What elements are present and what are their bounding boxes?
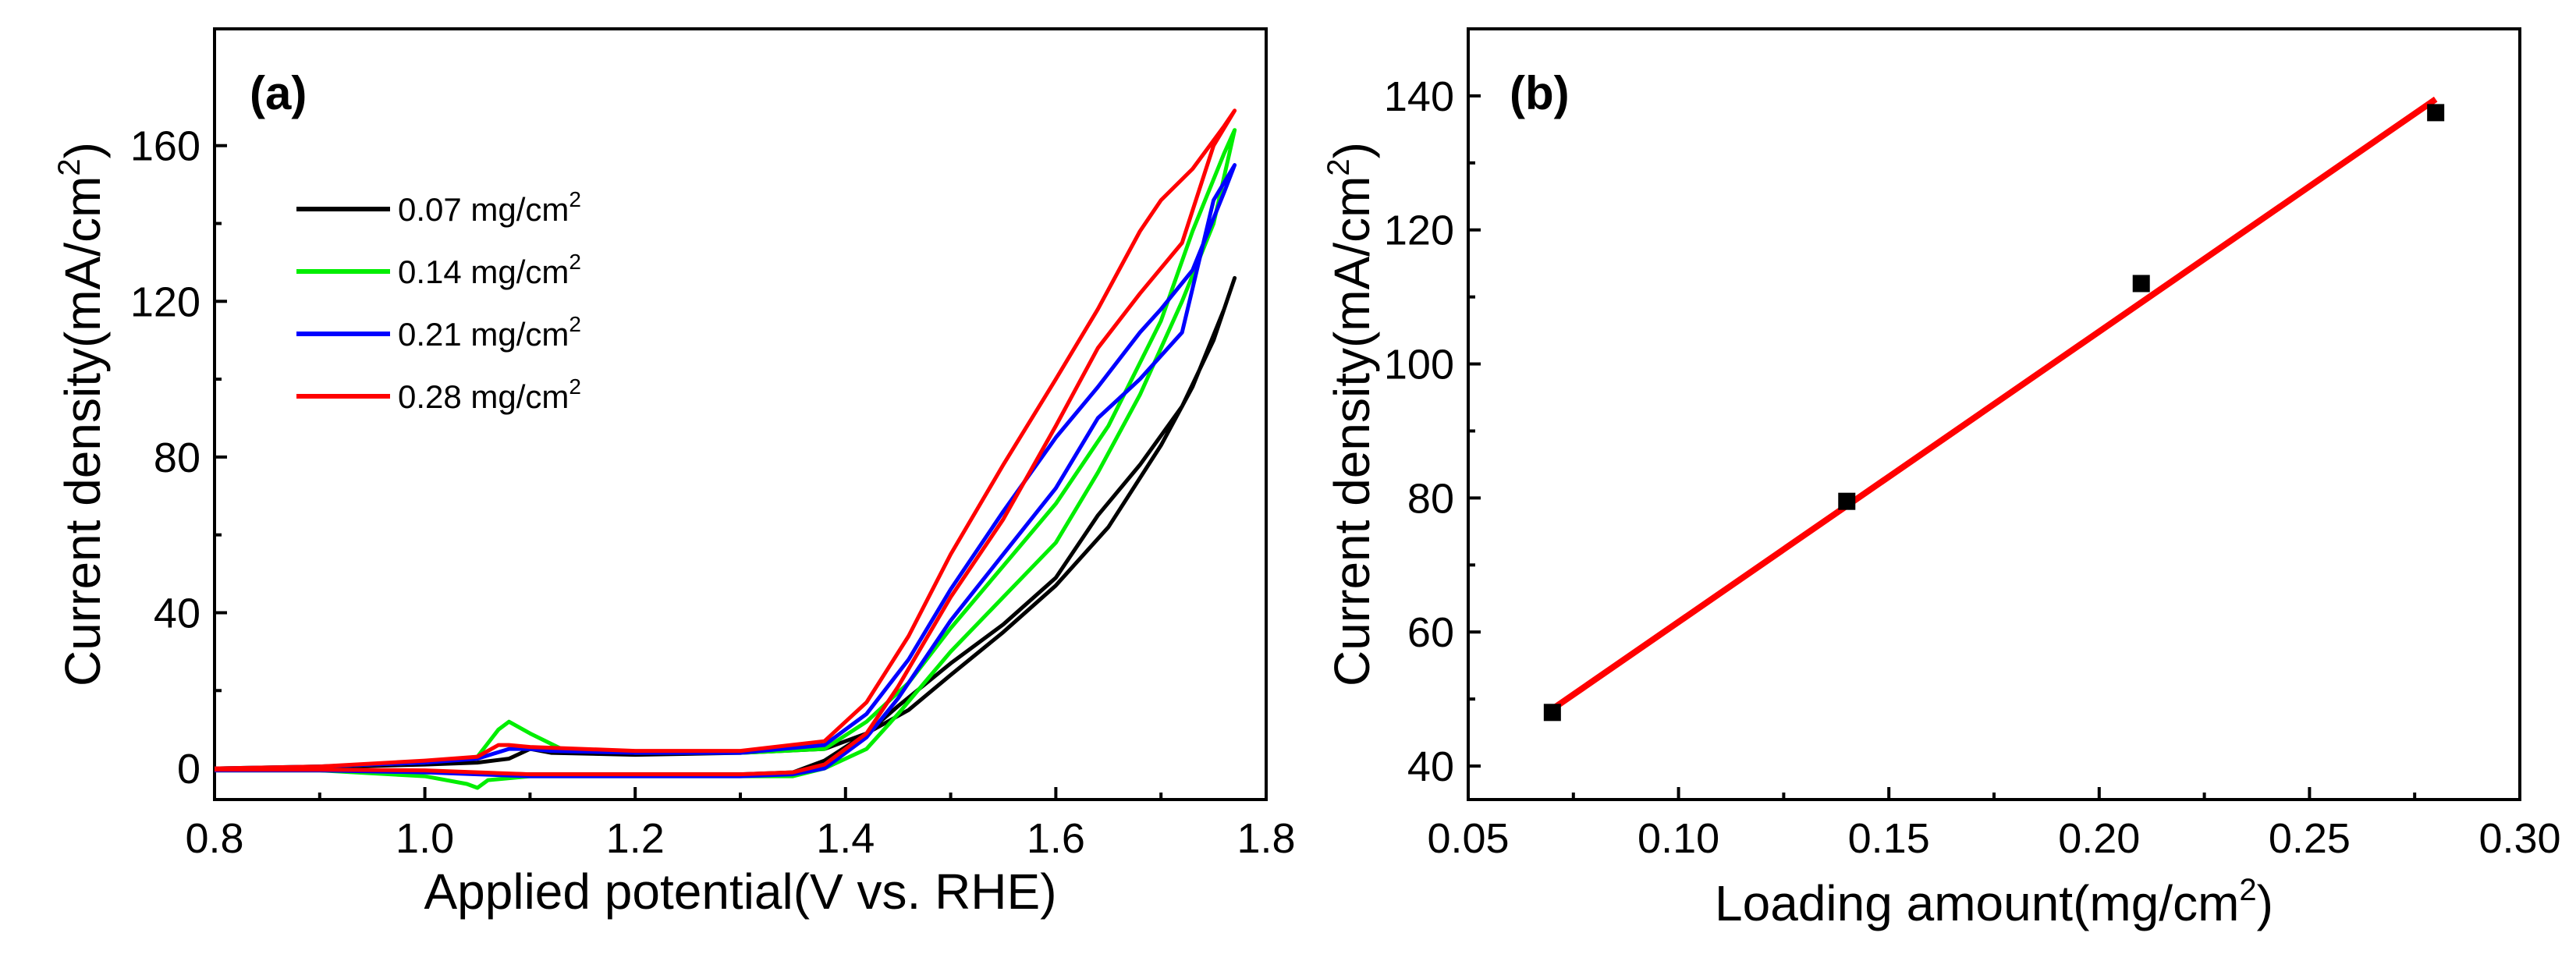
panel-a-label: (a)	[250, 67, 307, 119]
panel-a-y-ticks: 0 40 80 120 160	[130, 123, 227, 793]
panel-a-series-line-2	[214, 163, 1237, 778]
panel-a-series-line-1	[214, 128, 1237, 790]
scatter-point	[1838, 492, 1856, 510]
legend-entry-sup: 2	[569, 374, 581, 399]
panel-b-y-tick-label: 140	[1384, 73, 1454, 120]
panel-a-y-tick-label: 40	[154, 590, 200, 637]
panel-b-y-axis-label: Current density(mA/cm2)	[1322, 142, 1380, 686]
panel-b-label: (b)	[1510, 67, 1570, 119]
scatter-point	[1543, 704, 1561, 722]
panel-a-y-tick-label: 160	[130, 123, 200, 170]
legend-entry: 0.28 mg/cm2	[398, 374, 581, 415]
panel-b-x-tick-label: 0.25	[2269, 815, 2351, 862]
panel-b-plot-frame	[1467, 27, 2521, 801]
panel-a-series-group	[214, 108, 1237, 790]
panel-a-x-axis-label: Applied potential(V vs. RHE)	[424, 864, 1056, 920]
scatter-point	[2427, 104, 2445, 122]
fit-line	[1550, 96, 2438, 712]
legend-entry-sup: 2	[569, 312, 581, 336]
panel-b-y-tick-label: 60	[1407, 609, 1454, 656]
panel-b-marks-group	[1543, 96, 2445, 722]
panel-b-y-tick-label: 40	[1407, 743, 1454, 790]
panel-b-y-tick-label: 120	[1384, 207, 1454, 254]
panel-b-current-vs-loading: 0.05 0.10 0.15 0.20 0.25 0.30 40 60 80 100 120 140…	[1322, 27, 2561, 931]
panel-a-x-tick-label: 1.2	[606, 815, 665, 862]
panel-b-x-label-close: )	[2257, 875, 2273, 931]
panel-a-y-label-close: )	[55, 142, 111, 158]
panel-b-x-axis-label: Loading amount(mg/cm2)	[1715, 873, 2273, 931]
panel-b-x-tick-label: 0.10	[1637, 815, 1719, 862]
legend-entry: 0.21 mg/cm2	[398, 312, 581, 353]
panel-b-y-label-sup: 2	[1322, 158, 1356, 176]
legend-entry-text: 0.28 mg/cm	[398, 378, 569, 415]
panel-a-x-tick-label: 1.6	[1027, 815, 1085, 862]
panel-b-x-ticks: 0.05 0.10 0.15 0.20 0.25 0.30	[1427, 787, 2561, 862]
panel-a-y-tick-label: 80	[154, 434, 200, 481]
panel-b-x-tick-label: 0.05	[1427, 815, 1509, 862]
panel-b-y-label-close: )	[1324, 142, 1380, 158]
panel-a-series-line-3	[214, 108, 1237, 777]
panel-a-y-axis-label: Current density(mA/cm2)	[52, 142, 111, 686]
panel-b-x-tick-label: 0.15	[1848, 815, 1930, 862]
panel-a-y-tick-label: 120	[130, 278, 200, 325]
legend-entry-text: 0.14 mg/cm	[398, 254, 569, 290]
panel-a-x-ticks: 0.8 1.0 1.2 1.4 1.6 1.8	[185, 787, 1296, 862]
legend-entry: 0.14 mg/cm2	[398, 250, 581, 290]
legend-entry-sup: 2	[569, 187, 581, 211]
panel-b-y-ticks: 40 60 80 100 120 140	[1384, 73, 1481, 790]
legend-entry-text: 0.21 mg/cm	[398, 316, 569, 353]
panel-a-y-tick-label: 0	[177, 746, 200, 793]
panel-a-current-vs-potential: 0.8 1.0 1.2 1.4 1.6 1.8 0 40 80 120 160 (a) 0.07 …	[52, 27, 1296, 920]
panel-a-x-tick-label: 1.0	[396, 815, 454, 862]
legend-entry-sup: 2	[569, 250, 581, 274]
panel-b-y-label-main: Current density(mA/cm	[1324, 176, 1380, 686]
panel-b-x-tick-label: 0.20	[2058, 815, 2140, 862]
legend-entry: 0.07 mg/cm2	[398, 187, 581, 228]
panel-a-x-tick-label: 0.8	[185, 815, 243, 862]
scatter-point	[2132, 275, 2150, 293]
panel-b-x-label-sup: 2	[2239, 873, 2256, 907]
panel-b-x-tick-label: 0.30	[2478, 815, 2560, 862]
panel-b-y-tick-label: 80	[1407, 475, 1454, 522]
panel-a-y-label-main: Current density(mA/cm	[55, 176, 111, 686]
legend-entry-text: 0.07 mg/cm	[398, 191, 569, 228]
panel-a-y-label-sup: 2	[52, 158, 87, 176]
panel-a-x-tick-label: 1.4	[816, 815, 875, 862]
panel-b-y-tick-label: 100	[1384, 342, 1454, 388]
panel-b-x-label-main: Loading amount(mg/cm	[1715, 875, 2239, 931]
panel-a-plot-frame	[213, 27, 1268, 801]
panel-a-x-tick-label: 1.8	[1237, 815, 1295, 862]
panel-a-series-line-0	[214, 275, 1237, 777]
